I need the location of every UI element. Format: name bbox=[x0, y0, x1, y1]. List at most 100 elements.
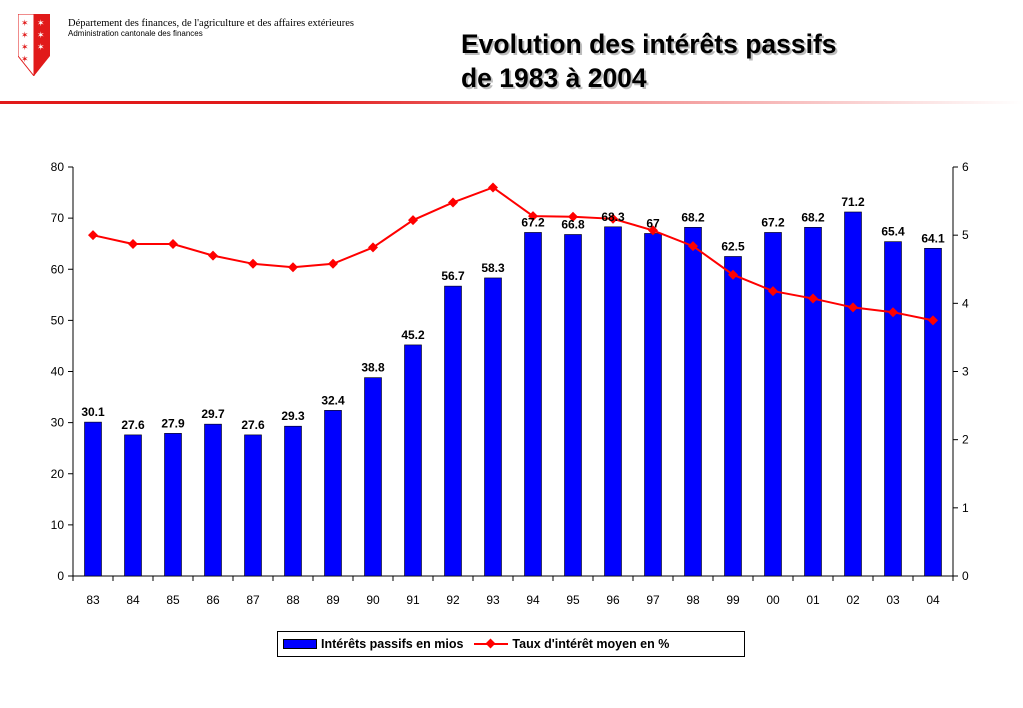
rate-point bbox=[768, 286, 778, 297]
rate-point bbox=[368, 242, 378, 253]
bar bbox=[364, 377, 382, 577]
x-tick-label: 85 bbox=[166, 593, 180, 607]
legend-item-bars: Intérêts passifs en mios bbox=[283, 637, 463, 651]
bar bbox=[764, 232, 782, 577]
left-tick-label: 50 bbox=[51, 313, 65, 327]
bar bbox=[244, 434, 262, 577]
bar-data-label: 68.2 bbox=[681, 210, 705, 224]
right-tick-label: 5 bbox=[962, 228, 969, 242]
left-tick-label: 30 bbox=[51, 416, 65, 430]
legend-item-line: Taux d'intérêt moyen en % bbox=[474, 637, 669, 651]
rate-point bbox=[608, 213, 618, 224]
left-tick-label: 60 bbox=[51, 262, 65, 276]
x-tick-label: 98 bbox=[686, 593, 700, 607]
legend-label-line: Taux d'intérêt moyen en % bbox=[512, 637, 670, 651]
bar-data-label: 27.9 bbox=[161, 416, 185, 430]
rate-line bbox=[92, 186, 934, 322]
rate-point bbox=[248, 258, 258, 269]
x-tick-label: 86 bbox=[206, 593, 220, 607]
bar bbox=[844, 211, 862, 577]
bar-data-label: 30.1 bbox=[81, 405, 105, 419]
bar-data-label: 67 bbox=[646, 216, 660, 230]
rate-point bbox=[928, 315, 938, 326]
x-tick-label: 89 bbox=[326, 593, 340, 607]
bar bbox=[84, 421, 102, 577]
bar-data-label: 27.6 bbox=[241, 418, 265, 432]
x-tick-label: 88 bbox=[286, 593, 300, 607]
svg-text:✶: ✶ bbox=[21, 55, 29, 65]
bar-data-label: 58.3 bbox=[481, 261, 505, 275]
right-tick-label: 6 bbox=[962, 160, 969, 174]
department-name: Département des finances, de l'agricultu… bbox=[68, 18, 368, 38]
x-tick-label: 84 bbox=[126, 593, 140, 607]
bar bbox=[724, 256, 742, 577]
svg-text:✶: ✶ bbox=[37, 19, 45, 29]
bar bbox=[804, 227, 822, 577]
x-tick-label: 95 bbox=[566, 593, 580, 607]
bar bbox=[884, 241, 902, 577]
bar bbox=[484, 277, 502, 577]
bar bbox=[524, 232, 542, 577]
bar-data-label: 38.8 bbox=[361, 361, 385, 375]
x-tick-label: 02 bbox=[846, 593, 860, 607]
rate-point bbox=[528, 211, 538, 222]
rate-point bbox=[448, 197, 458, 208]
left-tick-label: 80 bbox=[51, 160, 65, 174]
rate-point bbox=[128, 239, 138, 250]
bar-data-label: 71.2 bbox=[841, 195, 865, 209]
rate-point bbox=[728, 269, 738, 280]
title-line-1: Evolution des intérêts passifs bbox=[461, 29, 837, 59]
bar-series bbox=[84, 211, 942, 577]
svg-text:✶: ✶ bbox=[21, 19, 29, 29]
bar bbox=[564, 234, 582, 577]
bar bbox=[404, 344, 422, 577]
svg-text:✶: ✶ bbox=[37, 31, 45, 41]
x-tick-label: 90 bbox=[366, 593, 380, 607]
x-tick-label: 92 bbox=[446, 593, 460, 607]
right-tick-label: 2 bbox=[962, 433, 969, 447]
right-tick-label: 0 bbox=[962, 569, 969, 583]
bar bbox=[444, 285, 462, 577]
department-line-2: Administration cantonale des finances bbox=[68, 29, 203, 38]
bar-data-label: 65.4 bbox=[881, 225, 905, 239]
rate-point bbox=[288, 262, 298, 273]
rate-point bbox=[168, 239, 178, 250]
bar-data-label: 45.2 bbox=[401, 328, 425, 342]
bar-data-label: 56.7 bbox=[441, 269, 465, 283]
department-line-1: Département des finances, de l'agricultu… bbox=[68, 18, 354, 29]
bar bbox=[924, 247, 942, 577]
rate-point bbox=[88, 230, 98, 241]
x-tick-label: 00 bbox=[766, 593, 780, 607]
left-tick-label: 20 bbox=[51, 467, 65, 481]
right-tick-label: 1 bbox=[962, 501, 969, 515]
legend-line-swatch bbox=[474, 638, 509, 650]
left-tick-label: 10 bbox=[51, 518, 65, 532]
bar-data-label: 67.2 bbox=[761, 215, 785, 229]
bar-data-label: 64.1 bbox=[921, 231, 945, 245]
rate-point bbox=[328, 258, 338, 269]
x-tick-label: 83 bbox=[86, 593, 100, 607]
rate-point bbox=[808, 293, 818, 304]
rate-point bbox=[648, 225, 658, 236]
title-line-2: de 1983 à 2004 bbox=[461, 63, 647, 93]
x-tick-label: 94 bbox=[526, 593, 540, 607]
bar-data-label: 29.7 bbox=[201, 407, 225, 421]
legend-label-bars: Intérêts passifs en mios bbox=[321, 637, 464, 651]
header-divider bbox=[0, 101, 1023, 104]
slide-header: ✶ ✶ ✶ ✶ ✶ ✶ ✶ Département des finances, … bbox=[0, 0, 1023, 110]
svg-text:✶: ✶ bbox=[21, 43, 29, 53]
bar-data-label: 66.8 bbox=[561, 217, 585, 231]
left-tick-label: 70 bbox=[51, 211, 65, 225]
svg-text:✶: ✶ bbox=[37, 43, 45, 53]
rate-point bbox=[888, 307, 898, 318]
bar bbox=[164, 433, 182, 577]
bar bbox=[684, 227, 702, 577]
bar bbox=[644, 233, 662, 577]
bar-data-label: 67.2 bbox=[521, 215, 545, 229]
bar-data-label: 68.3 bbox=[601, 210, 625, 224]
canton-coat-of-arms-logo: ✶ ✶ ✶ ✶ ✶ ✶ ✶ bbox=[18, 14, 50, 76]
right-tick-label: 3 bbox=[962, 365, 969, 379]
right-tick-label: 4 bbox=[962, 296, 969, 310]
